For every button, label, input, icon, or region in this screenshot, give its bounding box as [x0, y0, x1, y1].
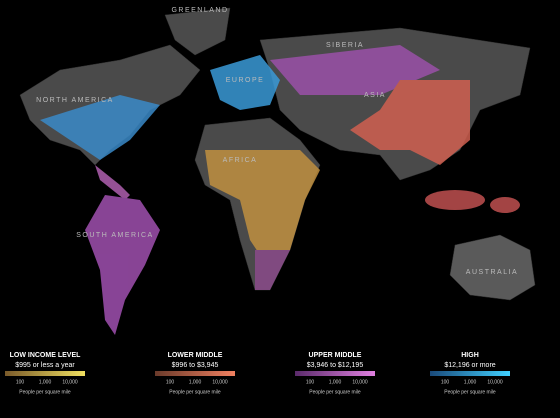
legend-tick: 1,000: [39, 379, 52, 385]
legend-tick: 100: [441, 379, 450, 385]
map-label: SIBERIA: [326, 42, 364, 49]
legend-tick: 1,000: [464, 379, 477, 385]
legend-title: UPPER MIDDLE: [309, 352, 362, 359]
legend-unit: People per square mile: [309, 389, 361, 395]
map-label: SOUTH AMERICA: [76, 232, 153, 239]
legend-unit: People per square mile: [19, 389, 71, 395]
legend-title: HIGH: [461, 352, 479, 359]
map-label: GREENLAND: [171, 7, 228, 14]
legend-unit: People per square mile: [169, 389, 221, 395]
legend-tick: 1,000: [329, 379, 342, 385]
legend-unit: People per square mile: [444, 389, 496, 395]
map-label: AUSTRALIA: [466, 269, 518, 276]
map-label: EUROPE: [226, 77, 265, 84]
legend-tick: 100: [166, 379, 175, 385]
map-label: NORTH AMERICA: [36, 97, 114, 104]
density-overlay: [40, 45, 520, 335]
legend-bar: [5, 371, 85, 376]
legend-tick: 100: [306, 379, 315, 385]
legend-range: $996 to $3,945: [172, 362, 219, 369]
legend-tick: 10,000: [212, 379, 228, 385]
legend-tick: 100: [16, 379, 25, 385]
australia-land: [449, 234, 536, 301]
legend-range: $995 or less a year: [15, 362, 75, 369]
legend-range: $3,946 to $12,195: [307, 362, 364, 369]
legend-bar: [430, 371, 510, 376]
legend-tick: 10,000: [487, 379, 503, 385]
map-label: ASIA: [364, 92, 386, 99]
legend-bar: [295, 371, 375, 376]
legend-range: $12,196 or more: [444, 362, 495, 369]
legend-tick: 1,000: [189, 379, 202, 385]
legend-title: LOW INCOME LEVEL: [10, 352, 82, 359]
map-labels: GREENLAND SIBERIA NORTH AMERICA EUROPE ASIA A…: [36, 7, 518, 276]
legend-tick: 10,000: [352, 379, 368, 385]
legend-tick: 10,000: [62, 379, 78, 385]
legend: LOW INCOME LEVEL $995 or less a year 100 1,…: [5, 352, 510, 395]
legend-title: LOWER MIDDLE: [168, 352, 223, 359]
legend-bar: [155, 371, 235, 376]
map-label: AFRICA: [223, 157, 258, 164]
